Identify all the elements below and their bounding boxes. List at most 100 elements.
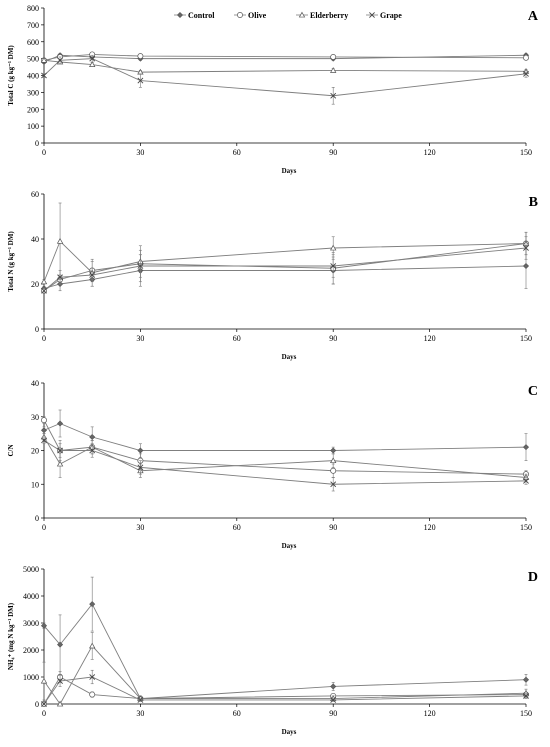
data-point [57,641,64,648]
legend-marker [176,11,184,19]
y-tick-label: 4000 [23,592,39,601]
legend-item-grape: Grape [366,11,402,20]
panel-letter: C [528,384,538,399]
data-point [40,622,48,629]
x-tick-label: 60 [233,523,241,532]
data-point [40,56,48,63]
data-point [522,262,530,270]
data-point [523,477,529,484]
y-tick-label: 0 [35,325,39,334]
x-tick-label: 120 [424,523,436,532]
y-tick-label: 5000 [23,565,39,574]
x-tick-label: 60 [233,334,241,343]
series-grape [41,54,529,105]
series-control [40,576,530,702]
data-point [56,700,64,707]
data-point [57,420,64,427]
series-line [43,439,527,485]
legend-item-control: Control [174,11,215,20]
x-tick-label: 150 [520,523,532,532]
data-point [137,447,144,454]
x-tick-label: 90 [329,334,337,343]
data-point [89,642,96,649]
data-point [330,467,337,474]
data-point [330,53,337,60]
y-tick-label: 0 [35,700,39,709]
x-axis-title: Days [282,167,297,175]
panel-d: 0 1000 2000 3000 4000 5000 0 30 60 90 120 150 Days NH… [7,565,538,736]
data-point [522,676,530,683]
y-tick-label: 300 [27,88,39,97]
y-tick-label: 0 [35,514,39,523]
y-tick-label: 2000 [23,646,39,655]
x-tick-label: 60 [233,709,241,718]
legend-label: Elderberry [310,11,348,20]
series-line [43,419,527,475]
series-grape [41,669,529,707]
series-olive [41,416,529,478]
data-point [330,67,337,73]
data-point [523,692,529,699]
legend-marker [369,12,375,18]
series-line [43,58,527,97]
y-tick-label: 400 [27,72,39,81]
legend-label: Control [188,11,215,20]
data-point [330,697,337,703]
y-tick-label: 0 [35,139,39,148]
legend-label: Grape [380,11,402,20]
series-line [43,247,527,292]
data-point [41,72,47,79]
y-tick-label: 800 [27,4,39,13]
data-point [40,278,48,285]
panel-letter: B [529,195,538,210]
x-tick-label: 90 [329,709,337,718]
legend-marker [298,11,306,18]
data-point [57,447,63,454]
data-point [330,244,337,251]
data-point [56,237,64,244]
data-point [57,57,63,64]
data-point [89,433,96,441]
x-tick-label: 120 [424,334,436,343]
x-tick-label: 30 [136,148,144,157]
legend-label: Olive [248,11,267,20]
data-point [137,77,144,84]
series-control [40,409,530,461]
y-tick-label: 40 [31,235,39,244]
y-tick-label: 40 [31,379,39,388]
x-tick-label: 30 [136,709,144,718]
series-grape [41,436,529,492]
data-point [57,274,63,281]
series-line [43,676,527,705]
y-tick-label: 20 [31,447,39,456]
data-point [137,53,144,60]
y-axis-title: C/N [7,444,15,456]
series-line [43,423,527,451]
series-line [43,645,527,705]
data-point [41,287,47,294]
legend-item-olive: Olive [234,11,267,20]
y-axis-title: Total C (g kg⁻¹ DM) [7,45,15,106]
data-point [137,263,144,269]
x-tick-label: 0 [42,334,46,343]
y-tick-label: 600 [27,38,39,47]
data-point [40,677,48,684]
data-point [57,678,63,684]
data-point [41,417,47,424]
series-grape [41,236,529,294]
y-tick-label: 100 [27,122,39,131]
legend: Control Olive Elderberry Grape [174,11,402,20]
x-tick-label: 30 [136,334,144,343]
series-elderberry [40,632,530,707]
data-point [137,464,144,471]
x-tick-label: 30 [136,523,144,532]
series-control [40,52,530,66]
series-line [43,676,527,705]
data-point [523,245,529,251]
data-point [41,437,47,444]
series-line [43,54,527,63]
x-tick-label: 120 [424,148,436,157]
x-axis-title: Days [282,353,297,361]
